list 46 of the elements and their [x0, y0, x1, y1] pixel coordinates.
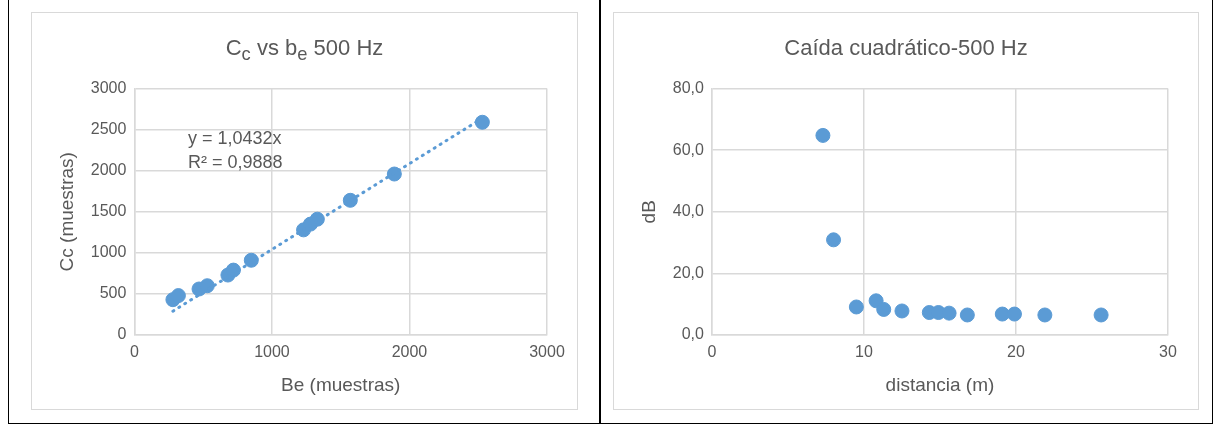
x-tick-label: 1000: [254, 343, 290, 361]
point: [199, 278, 215, 294]
annotation: R² = 0,9888: [188, 151, 283, 172]
x-tick-label: 0: [129, 343, 139, 361]
x-tick-label: 10: [855, 343, 873, 361]
point: [894, 303, 910, 319]
x-tick-label: 30: [1159, 343, 1177, 361]
y-tick-label: 0: [117, 325, 127, 343]
y-tick-label: 60,0: [672, 140, 705, 158]
point: [826, 232, 842, 248]
point: [342, 192, 358, 208]
y-tick-label: 1000: [90, 243, 127, 261]
x-tick-label: 2000: [391, 343, 428, 361]
y-tick-label: 2000: [90, 161, 127, 179]
y-tick-label: 3000: [90, 79, 127, 97]
point: [225, 262, 241, 278]
y-tick-label: 500: [99, 284, 127, 302]
point: [1006, 306, 1022, 322]
point: [170, 288, 186, 304]
y-tick-label: 80,0: [672, 79, 705, 97]
y-axis-title: Cc (muestras): [55, 152, 77, 272]
point: [876, 301, 892, 317]
point: [959, 307, 975, 323]
point: [243, 252, 259, 268]
annotation: y = 1,0432x: [188, 127, 282, 148]
x-tick-label: 3000: [529, 343, 565, 361]
point: [309, 211, 325, 227]
x-axis-title: Be (muestras): [281, 373, 401, 395]
chart-title: C$_{c}$ vs b$_{e}$ 500 Hz: [224, 34, 385, 67]
y-tick-label: 1500: [90, 202, 127, 220]
y-tick-label: 2500: [90, 120, 127, 138]
y-tick-label: 0,0: [681, 325, 705, 343]
chart-title: Caída cuadrático-500 Hz: [783, 34, 1029, 62]
point: [1093, 307, 1109, 323]
point: [474, 114, 490, 130]
point: [941, 305, 957, 321]
point: [815, 127, 831, 143]
y-axis-title: dB: [637, 200, 659, 224]
x-axis-title: distancia (m): [885, 373, 995, 395]
point: [994, 306, 1010, 322]
x-tick-label: 0: [707, 343, 717, 361]
y-tick-label: 40,0: [672, 202, 705, 220]
x-tick-label: 20: [1007, 343, 1025, 361]
point: [848, 299, 864, 315]
point: [1037, 307, 1053, 323]
y-tick-label: 20,0: [672, 263, 705, 281]
